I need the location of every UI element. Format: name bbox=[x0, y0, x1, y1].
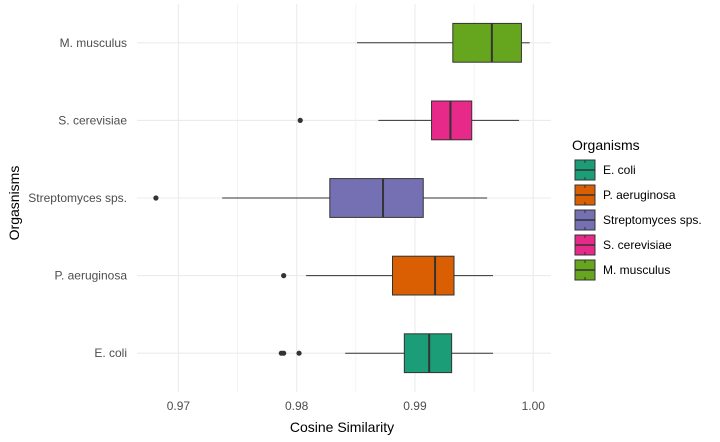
box-iqr bbox=[403, 333, 453, 374]
box-e-coli bbox=[278, 333, 494, 374]
legend-label: S. cerevisiae bbox=[603, 238, 672, 252]
legend-item: Streptomyces sps. bbox=[574, 209, 702, 231]
box-iqr bbox=[391, 255, 455, 296]
outlier-point bbox=[281, 350, 287, 356]
legend-item: E. coli bbox=[574, 159, 636, 181]
box-series bbox=[153, 22, 530, 374]
y-tick-label: M. musculus bbox=[60, 36, 127, 50]
x-tick-label: 0.98 bbox=[285, 399, 309, 413]
legend-title: Organisms bbox=[572, 137, 640, 153]
box-iqr bbox=[329, 178, 424, 218]
axis-ticks: E. coli P. aeruginosa Streptomyces sps. S. … bbox=[28, 36, 545, 413]
legend-item: P. aeruginosa bbox=[574, 184, 676, 206]
outlier-point bbox=[281, 273, 287, 279]
y-tick-label: P. aeruginosa bbox=[54, 269, 127, 283]
legend-label: M. musculus bbox=[603, 263, 670, 277]
outlier-point bbox=[296, 350, 302, 356]
y-axis-title: Orgasnisms bbox=[6, 166, 22, 241]
x-tick-label: 1.00 bbox=[522, 399, 546, 413]
x-tick-label: 0.97 bbox=[167, 399, 191, 413]
box-m-musculus bbox=[357, 22, 530, 63]
box-p-aeruginosa bbox=[281, 255, 494, 296]
y-tick-label: S. cerevisiae bbox=[58, 113, 127, 127]
outlier-point bbox=[297, 117, 303, 123]
box-iqr bbox=[431, 100, 473, 141]
legend-label: Streptomyces sps. bbox=[603, 213, 702, 227]
box-s-cerevisiae bbox=[297, 100, 520, 141]
outlier-point bbox=[153, 195, 159, 201]
legend-item: S. cerevisiae bbox=[574, 234, 672, 256]
legend-item: M. musculus bbox=[574, 259, 670, 281]
x-tick-label: 0.99 bbox=[403, 399, 427, 413]
y-tick-label: Streptomyces sps. bbox=[28, 191, 127, 205]
box-streptomyces-sps bbox=[153, 178, 488, 218]
y-tick-label: E. coli bbox=[94, 346, 127, 360]
legend: Organisms E. coli P. aeruginosa Streptomyc… bbox=[572, 137, 702, 281]
legend-label: E. coli bbox=[603, 163, 636, 177]
box-iqr bbox=[452, 22, 522, 63]
x-axis-title: Cosine Similarity bbox=[290, 419, 394, 435]
legend-label: P. aeruginosa bbox=[603, 188, 676, 202]
